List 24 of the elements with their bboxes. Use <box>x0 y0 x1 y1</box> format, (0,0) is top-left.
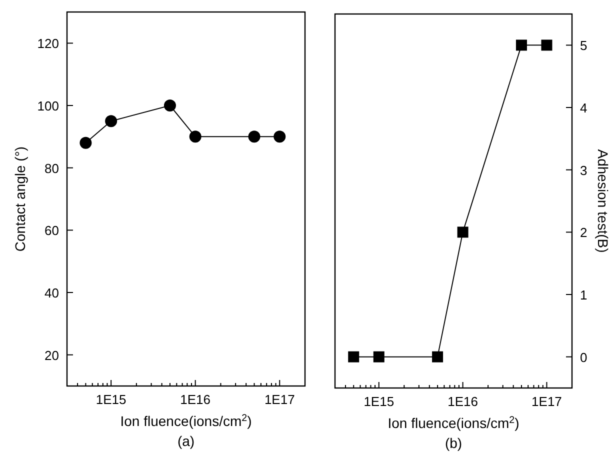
y2-tick-label: 5 <box>580 38 588 54</box>
y-axis-title: Contact angle (°) <box>12 146 28 252</box>
x-tick-label: 1E16 <box>448 394 478 409</box>
y2-tick-label: 0 <box>580 350 588 365</box>
y-tick-label: 60 <box>44 223 59 238</box>
y2-tick-label: 1 <box>580 288 588 302</box>
text: (a) <box>177 433 195 449</box>
y2-axis-title: Adhesion test(B) <box>595 149 611 253</box>
y-tick-label: 100 <box>37 98 59 114</box>
x-tick-label: 1E15 <box>96 392 126 407</box>
text: (b) <box>444 435 462 451</box>
x-axis-title: Ion fluence(ions/cm$^{2}$) <box>120 412 252 429</box>
x-axis-title: Ion fluence(ions/cm$^{2}$) <box>388 414 520 431</box>
x-tick-label: 1E17 <box>264 392 295 407</box>
y2-tick-label: 4 <box>580 100 588 116</box>
x-tick-label: 1E17 <box>532 394 562 409</box>
y-tick-label: 40 <box>44 286 59 300</box>
x-tick-label: 1E16 <box>180 392 211 407</box>
y-tick-label: 20 <box>44 348 59 363</box>
x-tick-label: 1E15 <box>364 394 394 409</box>
y-tick-label: 80 <box>44 160 59 176</box>
y2-tick-label: 3 <box>580 162 588 178</box>
y-tick-label: 120 <box>37 36 59 52</box>
y2-tick-label: 2 <box>580 225 588 240</box>
